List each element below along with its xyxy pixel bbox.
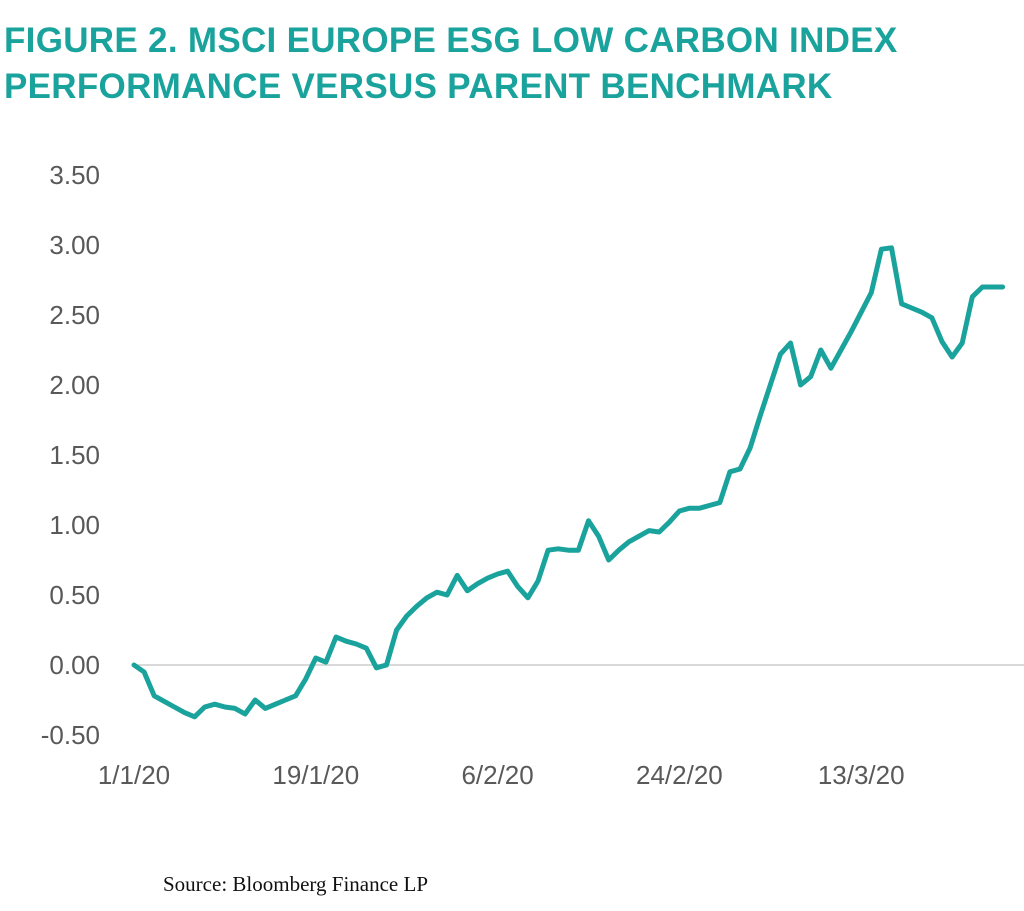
series-layer (131, 245, 1006, 720)
source-note: Source: Bloomberg Finance LP (163, 872, 428, 896)
y-tick-label: 1.00 (49, 510, 100, 540)
x-tick-label: 13/3/20 (818, 760, 905, 790)
y-axis-ticks: 3.50 3.00 2.50 2.00 1.50 1.00 0.50 0.00 -0.50 (41, 160, 100, 750)
line-chart: 3.50 3.00 2.50 2.00 1.50 1.00 0.50 0.00 -0.50 1/… (41, 160, 1024, 790)
y-tick-label: -0.50 (41, 720, 100, 750)
y-tick-label: 2.50 (49, 300, 100, 330)
figure-title-line-1: FIGURE 2. MSCI EUROPE ESG LOW CARBON IND… (4, 21, 898, 60)
y-tick-label: 1.50 (49, 440, 100, 470)
figure-title: FIGURE 2. MSCI EUROPE ESG LOW CARBON IND… (4, 18, 1014, 110)
x-tick-label: 24/2/20 (636, 760, 723, 790)
x-tick-label: 19/1/20 (272, 760, 359, 790)
series-line (131, 245, 1006, 720)
y-tick-label: 3.50 (49, 160, 100, 190)
y-tick-label: 0.50 (49, 580, 100, 610)
x-axis-ticks: 1/1/20 19/1/20 6/2/20 24/2/20 13/3/20 (98, 760, 905, 790)
y-tick-label: 2.00 (49, 370, 100, 400)
y-tick-label: 0.00 (49, 650, 100, 680)
x-tick-label: 6/2/20 (461, 760, 533, 790)
x-tick-label: 1/1/20 (98, 760, 170, 790)
figure-title-line-2: PERFORMANCE VERSUS PARENT BENCHMARK (4, 67, 833, 106)
y-tick-label: 3.00 (49, 230, 100, 260)
